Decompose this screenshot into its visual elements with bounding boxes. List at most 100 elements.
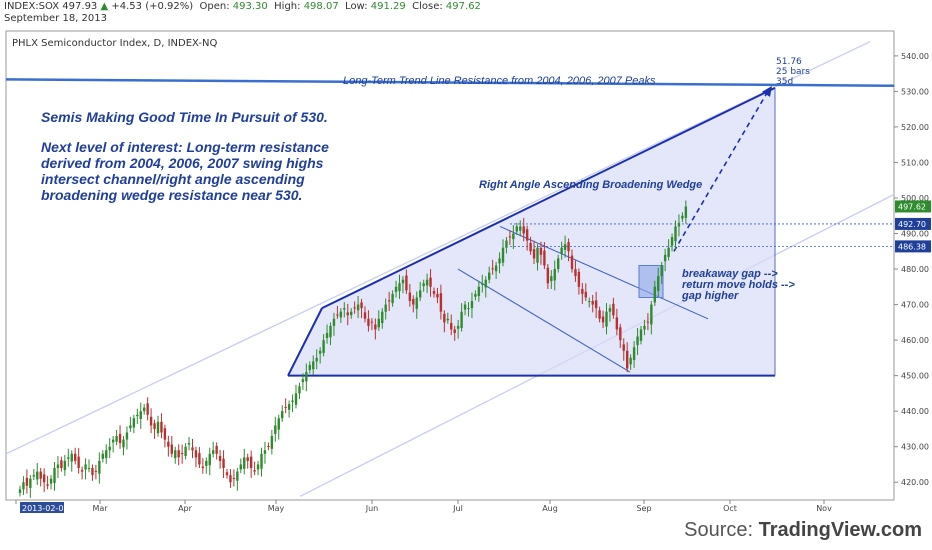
candle-body [125,432,129,440]
candle-body [70,453,73,462]
candle-body [508,236,512,238]
candle-body [177,450,180,458]
candle-body [657,276,660,292]
candle-body [163,428,167,440]
candle-body [187,443,191,445]
y-tick-label: 500.00 [901,194,929,203]
candle-body [467,308,470,310]
candle-body [453,329,456,334]
candle-body [215,445,218,454]
candle-body [267,445,270,447]
candle-body [557,258,560,270]
projection-arrow-head [762,85,772,97]
candle-body [474,293,477,297]
candle-body [236,471,239,481]
candle-body [294,393,298,405]
candle-body [494,265,498,272]
candle-body [87,468,91,470]
candle-body [574,269,577,277]
channel-upper-line [5,41,871,455]
y-tick-label: 480.00 [901,265,929,274]
wedge-fill [288,87,775,376]
body-line-3: intersect channel/right angle ascending [41,171,305,187]
x-tick-label: Apr [178,504,193,513]
body-line-4: broadening wedge resistance near 530. [41,187,302,203]
gap-label-2: return move holds --> [682,279,795,291]
candle-body [118,433,122,444]
body-line-1: Next level of interest: Long-term resist… [41,139,329,155]
candle-body [122,439,125,448]
candle-body [612,303,615,316]
change-arrow: ▲ [100,1,109,12]
candle-body [581,288,584,294]
candle-body [315,357,318,362]
candle-body [91,468,94,476]
candle-body [422,283,425,287]
candle-body [529,242,532,252]
x-tick-label: Mar [92,504,108,513]
candle-body [291,400,294,402]
headline-annotation: Semis Making Good Time In Pursuit of 530… [41,109,328,125]
y-tick-label: 420.00 [901,478,929,487]
candle-body [105,450,108,459]
low-label: Low: [345,1,368,12]
candle-body [626,350,629,369]
chart-header: INDEX:SOX 497.93 ▲ +4.53 (+0.92%) Open: … [4,1,481,24]
candle-body [287,404,291,410]
candle-body [498,258,501,264]
candle-body [198,453,201,465]
candle-body [636,336,639,346]
candle-body [660,265,663,277]
candle-body [381,311,384,324]
long-term-resistance-line [5,78,895,87]
change-value: +4.53 (+0.92%) [111,1,194,12]
candle-body [208,453,211,466]
candle-body [25,477,29,486]
candle-body [180,453,184,455]
candle-body [332,318,336,326]
price-marker-label: 497.62 [898,202,926,211]
candle-body [553,269,556,281]
candle-body [546,267,550,284]
candle-body [367,318,370,326]
candle-body [249,456,253,469]
x-tick-label: Nov [816,504,832,513]
candle-body [346,312,349,316]
y-tick-label: 460.00 [901,336,929,345]
y-tick-label: 440.00 [901,407,929,416]
candle-body [111,439,115,443]
candle-body [667,247,670,257]
candle-body [515,226,518,232]
candle-body [663,254,667,262]
candle-body [460,311,463,329]
wedge-resistance-line [321,86,776,310]
candle-body [684,206,688,218]
candle-body [229,475,232,483]
candle-body [260,453,263,469]
x-tick-label: Sep [636,504,651,513]
candle-body [488,272,491,280]
candle-body [446,318,449,321]
candle-body [387,300,391,302]
candle-body [629,357,632,365]
candle-body [356,304,360,311]
candle-body [605,311,608,327]
candle-body [277,418,280,430]
x-date-badge [20,502,64,513]
candle-body [149,416,153,426]
candle-body [239,464,242,470]
candle-body [115,436,118,442]
candle-body [419,290,422,298]
candle-body [560,247,563,255]
candle-body [412,298,415,305]
candle-body [312,361,315,370]
candle-body [681,215,684,219]
candle-body [174,450,177,459]
candle-body [139,411,142,419]
candle-body [322,340,325,353]
candle-body [512,233,515,240]
candle-body [622,344,625,351]
y-axis: 420.00 430.00 440.00 450.00 460.00 470.00 480.… [894,52,929,487]
candle-body [243,457,246,469]
